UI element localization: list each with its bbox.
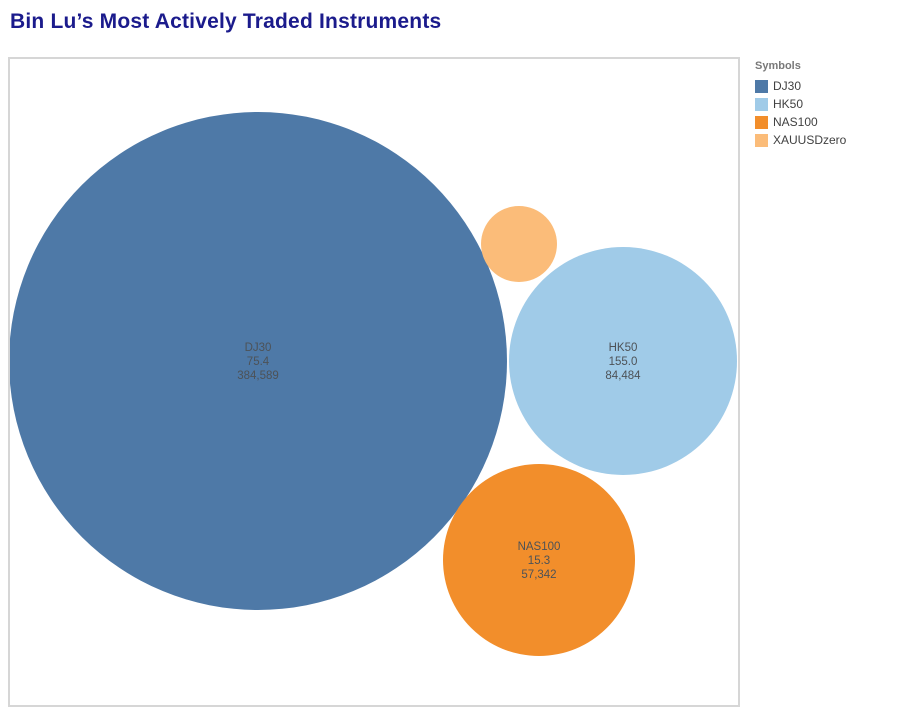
legend-item-dj30[interactable]: DJ30 [755, 77, 895, 95]
bubble-chart: DJ30 75.4 384,589 HK50 155.0 84,484 NAS100 15.3… [10, 112, 737, 656]
bubble-label-dj30: DJ30 75.4 384,589 [237, 342, 279, 382]
legend-item-label: DJ30 [773, 79, 802, 93]
bubble-hk50[interactable] [509, 247, 737, 475]
legend-item-nas100[interactable]: NAS100 [755, 113, 895, 131]
legend-item-label: NAS100 [773, 115, 818, 129]
legend-swatch-xauusdzero[interactable] [755, 133, 768, 147]
legend-title: Symbols [755, 60, 801, 72]
legend-item-label: HK50 [773, 97, 804, 111]
bubble-label-hk50: HK50 155.0 84,484 [605, 342, 641, 382]
legend-item-hk50[interactable]: HK50 [755, 95, 895, 113]
chart-panel: DJ30 75.4 384,589 HK50 155.0 84,484 NAS100 15.3… [8, 57, 740, 707]
legend-item-xauusdzero[interactable]: XAUUSDzero [755, 131, 895, 149]
legend-swatch-nas100[interactable] [755, 115, 768, 129]
bubble-dj30[interactable] [10, 112, 507, 610]
bubble-xauusdzero[interactable] [481, 206, 557, 282]
legend-swatch-hk50[interactable] [755, 97, 768, 111]
legend-item-label: XAUUSDzero [773, 133, 847, 147]
legend-swatch-dj30[interactable] [755, 79, 768, 93]
page-title: Bin Lu’s Most Actively Traded Instrument… [10, 10, 442, 33]
legend: Symbols DJ30 HK50 NAS100 XAUUSDzero [755, 60, 895, 149]
bubble-nas100[interactable] [443, 464, 635, 656]
bubble-label-nas100: NAS100 15.3 57,342 [518, 541, 561, 581]
